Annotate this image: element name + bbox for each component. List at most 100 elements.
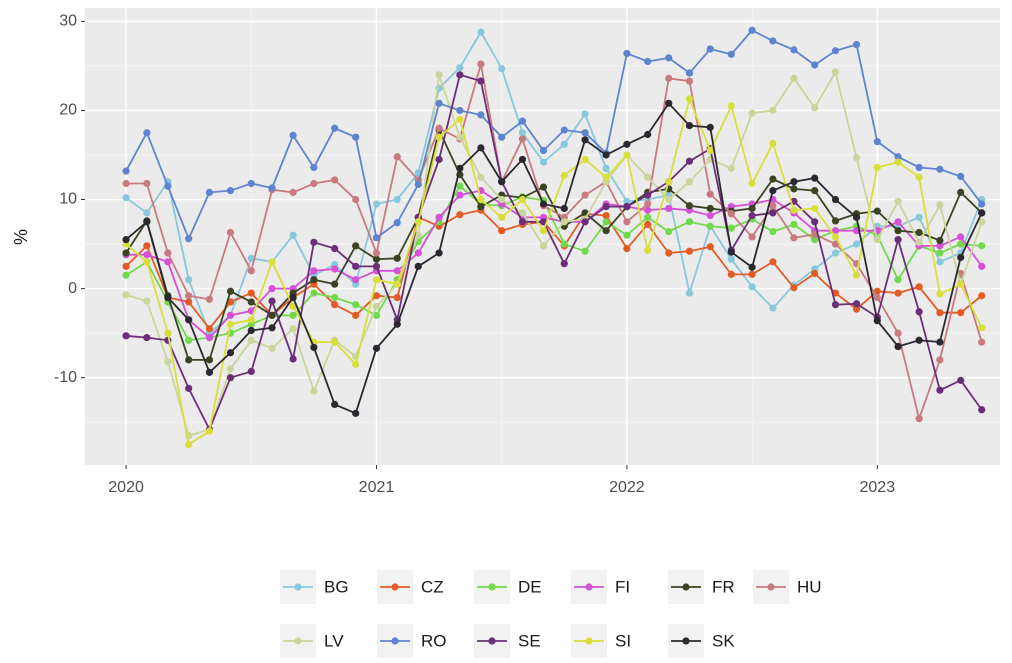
data-point — [518, 135, 527, 143]
data-point — [957, 309, 965, 317]
data-point — [873, 293, 881, 302]
data-point — [435, 249, 443, 257]
data-point — [957, 188, 965, 197]
data-point — [727, 255, 735, 263]
data-point — [518, 195, 527, 204]
data-point — [894, 153, 902, 161]
data-point — [560, 240, 568, 248]
x-tick-label: 2021 — [359, 479, 395, 496]
data-point — [247, 267, 255, 275]
data-point — [936, 386, 944, 394]
data-point — [122, 179, 130, 188]
data-point — [644, 206, 652, 214]
data-point — [811, 269, 819, 278]
legend-label: HU — [797, 577, 822, 596]
data-point — [518, 117, 527, 125]
data-point — [936, 242, 944, 250]
legend-swatch — [585, 583, 593, 591]
data-point — [915, 228, 923, 237]
data-point — [706, 222, 714, 230]
data-point — [331, 124, 339, 132]
data-point — [331, 400, 339, 409]
data-point — [790, 234, 798, 242]
data-point — [247, 298, 255, 306]
data-point — [247, 289, 255, 297]
data-point — [247, 336, 255, 344]
data-point — [560, 260, 568, 268]
data-point — [352, 311, 360, 319]
data-point — [560, 171, 568, 180]
legend-label: SE — [518, 631, 541, 650]
data-point — [477, 111, 485, 119]
data-point — [435, 71, 443, 79]
data-point — [226, 349, 235, 357]
data-point — [665, 99, 673, 107]
data-point — [811, 204, 819, 213]
x-tick-label: 2022 — [609, 479, 645, 496]
data-point — [205, 334, 214, 342]
data-point — [665, 195, 673, 204]
data-point — [894, 289, 902, 297]
legend-swatch — [294, 637, 302, 645]
data-point — [685, 289, 694, 297]
data-point — [477, 203, 485, 211]
legend-label: BG — [324, 577, 349, 596]
data-point — [143, 297, 151, 305]
data-point — [226, 228, 235, 237]
data-point — [372, 302, 381, 311]
data-point — [915, 415, 923, 423]
data-point — [623, 203, 631, 211]
data-point — [435, 133, 443, 141]
data-point — [748, 211, 756, 220]
data-point — [644, 213, 652, 221]
data-point — [706, 146, 714, 155]
data-point — [498, 178, 506, 186]
data-point — [790, 74, 798, 82]
data-point — [665, 249, 673, 257]
data-point — [769, 106, 777, 115]
series-line — [126, 63, 983, 422]
data-point — [331, 301, 339, 309]
panel — [85, 8, 1000, 465]
data-point — [665, 204, 673, 213]
data-point — [247, 326, 255, 335]
data-point — [873, 163, 881, 172]
data-point — [978, 218, 986, 226]
data-point — [498, 227, 506, 235]
legend-swatch — [682, 637, 690, 645]
data-point — [769, 304, 777, 312]
data-point — [539, 183, 548, 191]
data-point — [685, 178, 694, 186]
data-point — [122, 167, 130, 175]
data-point — [310, 289, 318, 297]
data-point — [957, 253, 965, 262]
data-point — [310, 267, 318, 275]
data-point — [644, 191, 652, 199]
data-point — [289, 325, 297, 333]
data-point — [957, 233, 965, 241]
data-point — [226, 320, 235, 328]
data-point — [560, 126, 568, 134]
y-tick-label: -10 — [54, 369, 77, 386]
data-point — [769, 139, 777, 148]
data-point — [456, 64, 464, 72]
data-point — [852, 154, 861, 162]
data-point — [247, 254, 255, 262]
data-point — [894, 227, 902, 235]
data-point — [936, 356, 944, 364]
data-point — [581, 136, 589, 144]
legend-swatch — [767, 583, 775, 591]
legend: BG CZ DE FI FR HU LV RO SE SI SK — [280, 570, 822, 658]
data-point — [811, 236, 819, 244]
data-point — [372, 276, 381, 284]
data-point — [289, 302, 297, 311]
data-point — [268, 297, 276, 305]
legend-label: SI — [615, 631, 631, 650]
data-point — [456, 133, 464, 141]
data-point — [831, 249, 840, 257]
data-point — [310, 276, 318, 284]
data-point — [205, 325, 214, 333]
data-point — [122, 194, 130, 202]
data-point — [435, 213, 443, 221]
